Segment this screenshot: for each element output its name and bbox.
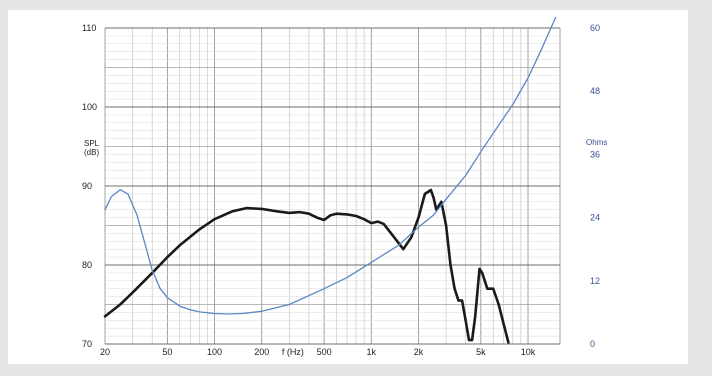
tick-labels: SPL (dB) Ohms 70 80 90 100 110 0 12 24 36 48 60 20 5…: [82, 23, 607, 357]
y-right-tick-label: 48: [590, 86, 600, 96]
x-axis-title: f (Hz): [282, 347, 304, 357]
x-tick-label: 500: [317, 347, 332, 357]
y-left-title-line2: (dB): [84, 148, 99, 157]
x-tick-label: 5k: [476, 347, 486, 357]
grid: [104, 27, 561, 345]
x-tick-label: 20: [100, 347, 110, 357]
x-tick-label: 2k: [414, 347, 424, 357]
series: [103, 16, 557, 344]
spl-curve: [103, 188, 510, 344]
y-left-tick-label: 110: [82, 23, 96, 33]
y-right-tick-label: 60: [590, 23, 600, 33]
x-tick-label: 200: [254, 347, 269, 357]
y-right-tick-label: 24: [590, 213, 600, 223]
y-left-tick-label: 100: [82, 102, 97, 112]
y-right-tick-label: 36: [590, 149, 600, 159]
y-right-title: Ohms: [586, 138, 607, 147]
y-left-title-line1: SPL: [84, 139, 100, 148]
y-right-tick-label: 12: [590, 276, 600, 286]
y-right-tick-label: 0: [590, 339, 595, 349]
x-tick-label: 1k: [367, 347, 377, 357]
y-left-tick-label: 70: [82, 339, 92, 349]
x-tick-label: 10k: [521, 347, 536, 357]
x-tick-label: 50: [162, 347, 172, 357]
y-left-tick-label: 80: [82, 260, 92, 270]
impedance-curve: [104, 16, 557, 315]
y-left-tick-label: 90: [82, 181, 92, 191]
x-tick-label: 100: [207, 347, 222, 357]
